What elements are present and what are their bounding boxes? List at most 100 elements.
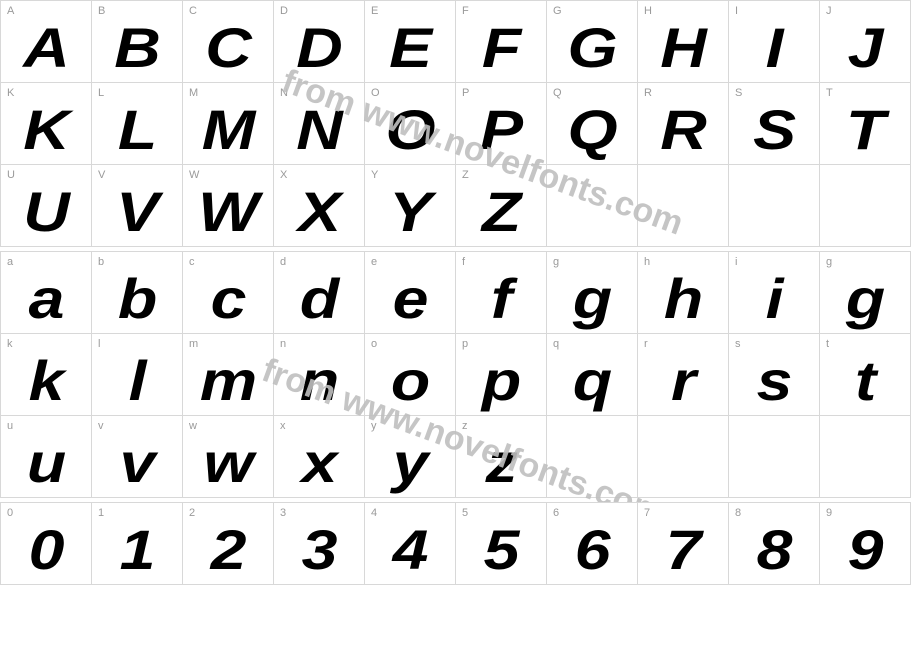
cell-glyph: L xyxy=(92,102,183,158)
cell-label: Y xyxy=(371,169,378,181)
cell-label: A xyxy=(7,5,14,17)
glyph-cell-i: ii xyxy=(729,252,820,334)
glyph-cell-Q: QQ xyxy=(547,83,638,165)
glyph-cell-v: vv xyxy=(92,416,183,498)
glyph-cell-Z: ZZ xyxy=(456,165,547,247)
cell-glyph: c xyxy=(183,271,274,327)
glyph-cell-a: aa xyxy=(1,252,92,334)
cell-glyph: 7 xyxy=(638,522,729,578)
cell-label: k xyxy=(7,338,13,350)
glyph-cell-empty xyxy=(547,416,638,498)
cell-label: d xyxy=(280,256,286,268)
glyph-cell-x: xx xyxy=(274,416,365,498)
cell-glyph: A xyxy=(1,20,92,76)
cell-glyph: o xyxy=(365,353,456,409)
cell-glyph: 1 xyxy=(92,522,183,578)
cell-label: F xyxy=(462,5,469,17)
cell-glyph: B xyxy=(92,20,183,76)
cell-label: T xyxy=(826,87,833,99)
cell-glyph: P xyxy=(456,102,547,158)
glyph-cell-g: gg xyxy=(820,252,911,334)
cell-glyph: 6 xyxy=(547,522,638,578)
glyph-cell-H: HH xyxy=(638,1,729,83)
cell-glyph: a xyxy=(1,271,92,327)
cell-glyph: O xyxy=(365,102,456,158)
cell-label: 6 xyxy=(553,507,559,519)
glyph-cell-t: tt xyxy=(820,334,911,416)
glyph-grid: AABBCCDDEEFFGGHHIIJJKKLLMMNNOOPPQQRRSSTT… xyxy=(0,0,911,247)
cell-label: a xyxy=(7,256,13,268)
cell-label: J xyxy=(826,5,832,17)
glyph-cell-9: 99 xyxy=(820,503,911,585)
cell-glyph: 8 xyxy=(729,522,820,578)
cell-glyph: V xyxy=(92,184,183,240)
cell-label: e xyxy=(371,256,377,268)
cell-glyph: u xyxy=(1,435,92,491)
cell-glyph: g xyxy=(820,271,911,327)
cell-label: L xyxy=(98,87,104,99)
cell-glyph: 0 xyxy=(1,522,92,578)
cell-label: 8 xyxy=(735,507,741,519)
cell-label: P xyxy=(462,87,469,99)
cell-label: E xyxy=(371,5,378,17)
glyph-cell-empty xyxy=(638,416,729,498)
cell-label: u xyxy=(7,420,13,432)
cell-label: b xyxy=(98,256,104,268)
cell-glyph: Y xyxy=(365,184,456,240)
glyph-cell-C: CC xyxy=(183,1,274,83)
cell-glyph: 3 xyxy=(274,522,365,578)
glyph-cell-8: 88 xyxy=(729,503,820,585)
glyph-cell-e: ee xyxy=(365,252,456,334)
cell-label: 0 xyxy=(7,507,13,519)
glyph-cell-P: PP xyxy=(456,83,547,165)
cell-label: 9 xyxy=(826,507,832,519)
cell-glyph: H xyxy=(638,20,729,76)
cell-label: n xyxy=(280,338,286,350)
glyph-cell-g: gg xyxy=(547,252,638,334)
cell-label: g xyxy=(826,256,832,268)
cell-label: q xyxy=(553,338,559,350)
glyph-cell-empty xyxy=(638,165,729,247)
cell-label: H xyxy=(644,5,652,17)
cell-glyph: E xyxy=(365,20,456,76)
cell-glyph: i xyxy=(729,271,820,327)
cell-glyph: l xyxy=(92,353,183,409)
cell-glyph: q xyxy=(547,353,638,409)
glyph-cell-I: II xyxy=(729,1,820,83)
glyph-cell-y: yy xyxy=(365,416,456,498)
cell-glyph: w xyxy=(183,435,274,491)
cell-glyph: 5 xyxy=(456,522,547,578)
cell-glyph: d xyxy=(274,271,365,327)
cell-label: 4 xyxy=(371,507,377,519)
cell-glyph: z xyxy=(456,435,547,491)
cell-glyph: U xyxy=(1,184,92,240)
section-digits: 00112233445566778899 xyxy=(0,502,911,585)
glyph-cell-X: XX xyxy=(274,165,365,247)
cell-label: i xyxy=(735,256,737,268)
cell-label: N xyxy=(280,87,288,99)
cell-label: G xyxy=(553,5,562,17)
cell-glyph: G xyxy=(547,20,638,76)
glyph-cell-l: ll xyxy=(92,334,183,416)
glyph-cell-U: UU xyxy=(1,165,92,247)
glyph-cell-M: MM xyxy=(183,83,274,165)
cell-glyph: h xyxy=(638,271,729,327)
cell-glyph: T xyxy=(820,102,911,158)
glyph-cell-F: FF xyxy=(456,1,547,83)
glyph-cell-empty xyxy=(820,165,911,247)
cell-label: D xyxy=(280,5,288,17)
cell-label: t xyxy=(826,338,829,350)
glyph-cell-z: zz xyxy=(456,416,547,498)
cell-label: C xyxy=(189,5,197,17)
cell-glyph: Q xyxy=(547,102,638,158)
glyph-cell-2: 22 xyxy=(183,503,274,585)
glyph-cell-D: DD xyxy=(274,1,365,83)
glyph-cell-h: hh xyxy=(638,252,729,334)
section-uppercase: AABBCCDDEEFFGGHHIIJJKKLLMMNNOOPPQQRRSSTT… xyxy=(0,0,911,247)
cell-glyph: J xyxy=(820,20,911,76)
glyph-cell-V: VV xyxy=(92,165,183,247)
cell-glyph: 4 xyxy=(365,522,456,578)
cell-glyph: C xyxy=(183,20,274,76)
cell-label: v xyxy=(98,420,104,432)
cell-label: X xyxy=(280,169,287,181)
